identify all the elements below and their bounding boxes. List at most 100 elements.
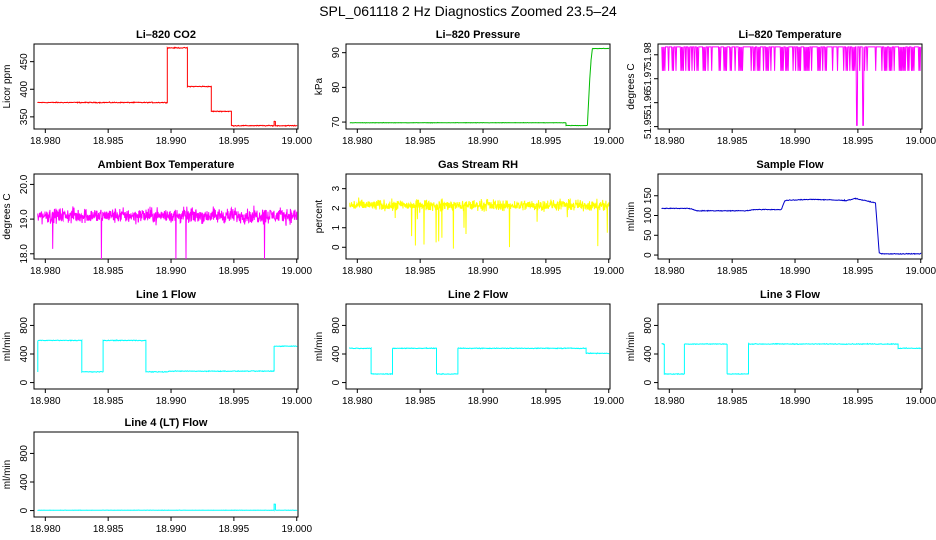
ambient-box-temperature-ytick-label: 19.0 bbox=[19, 209, 30, 229]
line-1-flow-xtick-label: 18.990 bbox=[156, 396, 187, 407]
li-820-temperature-xtick-label: 18.990 bbox=[780, 136, 811, 147]
line-2-flow-xtick-label: 19.000 bbox=[593, 396, 624, 407]
gas-stream-rh-xtick-label: 18.995 bbox=[531, 266, 562, 277]
line-1-flow-title: Line 1 Flow bbox=[136, 289, 196, 301]
li-820-pressure-ytick-label: 80 bbox=[331, 81, 342, 93]
ambient-box-temperature-xtick-label: 18.980 bbox=[30, 266, 61, 277]
line-1-flow-frame bbox=[33, 303, 299, 390]
gas-stream-rh-xtick-label: 19.000 bbox=[593, 266, 624, 277]
line-3-flow-xtick-label: 18.985 bbox=[717, 396, 748, 407]
line-1-flow-ylabel: ml/min bbox=[2, 332, 13, 361]
line-4-lt-flow-xtick-label: 18.980 bbox=[30, 524, 61, 535]
line-4-lt-flow-frame bbox=[33, 431, 299, 518]
line-3-flow-frame bbox=[657, 303, 923, 390]
li-820-pressure-frame bbox=[345, 43, 611, 130]
li-820-pressure-xtick-label: 18.980 bbox=[342, 136, 373, 147]
gas-stream-rh-ylabel: percent bbox=[314, 200, 325, 234]
line-2-flow-series-line bbox=[349, 346, 610, 376]
sample-flow-frame bbox=[657, 173, 923, 260]
li-820-temperature-ytick-label: 51.95 bbox=[643, 114, 654, 139]
li-820-pressure-ytick-label: 90 bbox=[331, 47, 342, 59]
li-820-pressure-ytick-label: 70 bbox=[331, 116, 342, 128]
panel-line-1-flow: Line 1 Flow ml/min 18.980 18.985 18.990 18.99… bbox=[2, 289, 312, 407]
gas-stream-rh-ytick-label: 3 bbox=[331, 185, 342, 191]
line-1-flow-xtick-label: 19.000 bbox=[281, 396, 312, 407]
sample-flow-xtick-label: 18.995 bbox=[843, 266, 874, 277]
panels: Li–820 CO2 Licor ppm 18.980 18.985 18.990 18.… bbox=[2, 29, 936, 535]
line-3-flow-ytick-label: 800 bbox=[643, 317, 654, 334]
gas-stream-rh-xtick-label: 18.985 bbox=[405, 266, 436, 277]
line-4-lt-flow-xtick-label: 19.000 bbox=[281, 524, 312, 535]
line-4-lt-flow-xtick-label: 18.995 bbox=[219, 524, 250, 535]
line-4-lt-flow-ylabel: ml/min bbox=[2, 460, 13, 489]
line-2-flow-title: Line 2 Flow bbox=[448, 289, 508, 301]
line-4-lt-flow-title: Line 4 (LT) Flow bbox=[125, 417, 208, 429]
line-2-flow-xtick-label: 18.995 bbox=[531, 396, 562, 407]
li-820-temperature-xtick-label: 18.985 bbox=[717, 136, 748, 147]
li-820-co2-xtick-label: 18.980 bbox=[30, 136, 61, 147]
sample-flow-xtick-label: 18.980 bbox=[654, 266, 685, 277]
li-820-co2-ytick-label: 450 bbox=[19, 53, 30, 70]
line-3-flow-series-line bbox=[661, 342, 922, 376]
li-820-pressure-xtick-label: 18.985 bbox=[405, 136, 436, 147]
gas-stream-rh-frame bbox=[345, 173, 611, 260]
ambient-box-temperature-xtick-label: 18.995 bbox=[219, 266, 250, 277]
gas-stream-rh-ytick-label: 0 bbox=[331, 244, 342, 250]
ambient-box-temperature-title: Ambient Box Temperature bbox=[98, 159, 235, 171]
gas-stream-rh-xtick-label: 18.980 bbox=[342, 266, 373, 277]
li-820-temperature-ytick-label: 51.96 bbox=[643, 90, 654, 115]
li-820-co2-xtick-label: 18.995 bbox=[219, 136, 250, 147]
sample-flow-series-line bbox=[661, 197, 922, 255]
li-820-co2-title: Li–820 CO2 bbox=[136, 29, 196, 41]
sample-flow-xtick-label: 19.000 bbox=[905, 266, 936, 277]
gas-stream-rh-xtick-label: 18.990 bbox=[468, 266, 499, 277]
line-4-lt-flow-ytick-label: 0 bbox=[19, 507, 30, 513]
panel-line-4-lt-flow: Line 4 (LT) Flow ml/min 18.980 18.985 18.990… bbox=[2, 417, 312, 535]
ambient-box-temperature-ylabel: degrees C bbox=[2, 193, 13, 239]
line-3-flow-ytick-label: 0 bbox=[643, 379, 654, 385]
li-820-co2-ytick-label: 400 bbox=[19, 80, 30, 97]
figure-title: SPL_061118 2 Hz Diagnostics Zoomed 23.5–… bbox=[319, 3, 617, 19]
li-820-temperature-ytick-label: 51.98 bbox=[643, 42, 654, 67]
line-1-flow-ytick-label: 800 bbox=[19, 317, 30, 334]
sample-flow-ytick-label: 100 bbox=[643, 207, 654, 224]
line-1-flow-xtick-label: 18.995 bbox=[219, 396, 250, 407]
ambient-box-temperature-xtick-label: 18.990 bbox=[156, 266, 187, 277]
line-4-lt-flow-ytick-label: 400 bbox=[19, 473, 30, 490]
ambient-box-temperature-series-line bbox=[37, 205, 298, 260]
li-820-pressure-xtick-label: 18.995 bbox=[531, 136, 562, 147]
li-820-co2-series-line bbox=[37, 46, 298, 128]
li-820-pressure-xtick-label: 18.990 bbox=[468, 136, 499, 147]
li-820-temperature-series-line bbox=[661, 46, 922, 126]
ambient-box-temperature-xtick-label: 18.985 bbox=[93, 266, 124, 277]
gas-stream-rh-title: Gas Stream RH bbox=[438, 159, 518, 171]
line-2-flow-ytick-label: 0 bbox=[331, 379, 342, 385]
panel-li-820-temperature: Li–820 Temperature degrees C 18.980 18.985 1… bbox=[626, 29, 936, 147]
line-2-flow-ytick-label: 400 bbox=[331, 345, 342, 362]
li-820-pressure-xtick-label: 19.000 bbox=[593, 136, 624, 147]
li-820-co2-xtick-label: 18.990 bbox=[156, 136, 187, 147]
line-4-lt-flow-xtick-label: 18.990 bbox=[156, 524, 187, 535]
line-2-flow-xtick-label: 18.980 bbox=[342, 396, 373, 407]
line-2-flow-ylabel: ml/min bbox=[314, 332, 325, 361]
sample-flow-ylabel: ml/min bbox=[626, 202, 637, 231]
line-1-flow-ytick-label: 400 bbox=[19, 345, 30, 362]
panel-li-820-co2: Li–820 CO2 Licor ppm 18.980 18.985 18.990 18.… bbox=[2, 29, 312, 147]
li-820-co2-ytick-label: 350 bbox=[19, 108, 30, 125]
line-1-flow-series-line bbox=[37, 338, 298, 374]
panel-li-820-pressure: Li–820 Pressure kPa 18.980 18.985 18.990 18.9… bbox=[314, 29, 624, 147]
line-4-lt-flow-series-line bbox=[37, 503, 298, 512]
line-3-flow-title: Line 3 Flow bbox=[760, 289, 820, 301]
sample-flow-ytick-label: 0 bbox=[643, 252, 654, 258]
li-820-pressure-series-line bbox=[349, 47, 610, 127]
line-4-lt-flow-xtick-label: 18.985 bbox=[93, 524, 124, 535]
gas-stream-rh-ytick-label: 2 bbox=[331, 205, 342, 211]
li-820-co2-xtick-label: 19.000 bbox=[281, 136, 312, 147]
li-820-pressure-ylabel: kPa bbox=[314, 77, 325, 95]
sample-flow-ytick-label: 50 bbox=[643, 229, 654, 241]
line-3-flow-xtick-label: 18.990 bbox=[780, 396, 811, 407]
panel-line-3-flow: Line 3 Flow ml/min 18.980 18.985 18.990 18.99… bbox=[626, 289, 936, 407]
li-820-temperature-title: Li–820 Temperature bbox=[738, 29, 841, 41]
sample-flow-title: Sample Flow bbox=[756, 159, 824, 171]
